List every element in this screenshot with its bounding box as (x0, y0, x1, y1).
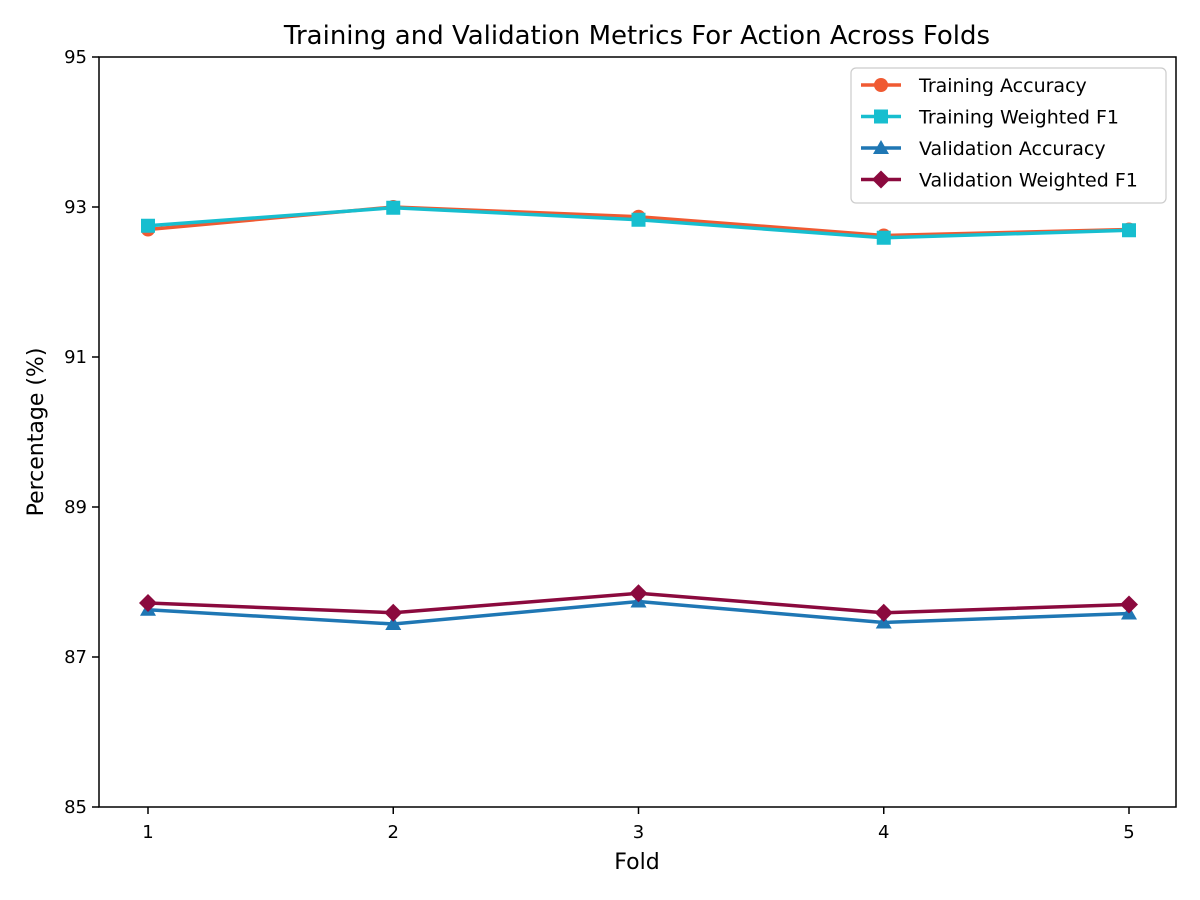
plot-area-frame (98, 56, 1177, 808)
legend-label: Validation Accuracy (919, 138, 1106, 160)
chart-title: Training and Validation Metrics For Acti… (283, 21, 990, 51)
legend-item: Training Weighted F1 (861, 107, 1119, 129)
legend-label: Validation Weighted F1 (919, 170, 1138, 192)
legend-item: Validation Accuracy (861, 138, 1106, 160)
axis-ticks: 1 2 3 4 5 85 87 89 91 93 95 (64, 47, 1135, 843)
data-point (141, 218, 155, 233)
x-tick-label: 1 (142, 822, 153, 843)
x-tick-label: 5 (1123, 822, 1134, 843)
y-tick-label: 85 (64, 797, 87, 818)
data-point (874, 603, 893, 622)
data-point (629, 584, 648, 603)
legend-marker (874, 78, 888, 92)
data-point (1120, 595, 1138, 614)
legend-marker (874, 109, 888, 124)
x-tick-label: 2 (388, 822, 399, 843)
y-tick-label: 89 (64, 497, 87, 518)
data-point (386, 200, 401, 215)
data-point (384, 603, 403, 622)
data-point (876, 230, 891, 245)
legend-marker (872, 170, 890, 189)
y-axis-label: Percentage (%) (24, 348, 49, 517)
data-point (631, 212, 646, 227)
y-tick-label: 91 (64, 347, 87, 368)
y-tick-label: 95 (64, 47, 87, 68)
legend: Training Accuracy Training Weighted F1 Val… (850, 67, 1167, 204)
data-point (139, 594, 157, 612)
legend-item: Validation Weighted F1 (861, 170, 1138, 192)
legend-marker (873, 140, 889, 154)
legend-frame (850, 67, 1167, 204)
x-tick-label: 4 (878, 822, 889, 843)
series-training-weighted-f1 (141, 200, 1136, 245)
plot-series (139, 200, 1138, 630)
legend-item: Training Accuracy (861, 75, 1087, 97)
x-tick-label: 3 (633, 822, 644, 843)
y-tick-label: 87 (64, 647, 87, 668)
legend-label: Training Weighted F1 (918, 107, 1119, 129)
x-axis-label: Fold (614, 850, 659, 875)
legend-label: Training Accuracy (918, 75, 1087, 97)
data-point (385, 616, 402, 630)
y-tick-label: 93 (64, 197, 87, 218)
data-point (1122, 223, 1136, 238)
series-validation-weighted-f1 (139, 584, 1138, 622)
